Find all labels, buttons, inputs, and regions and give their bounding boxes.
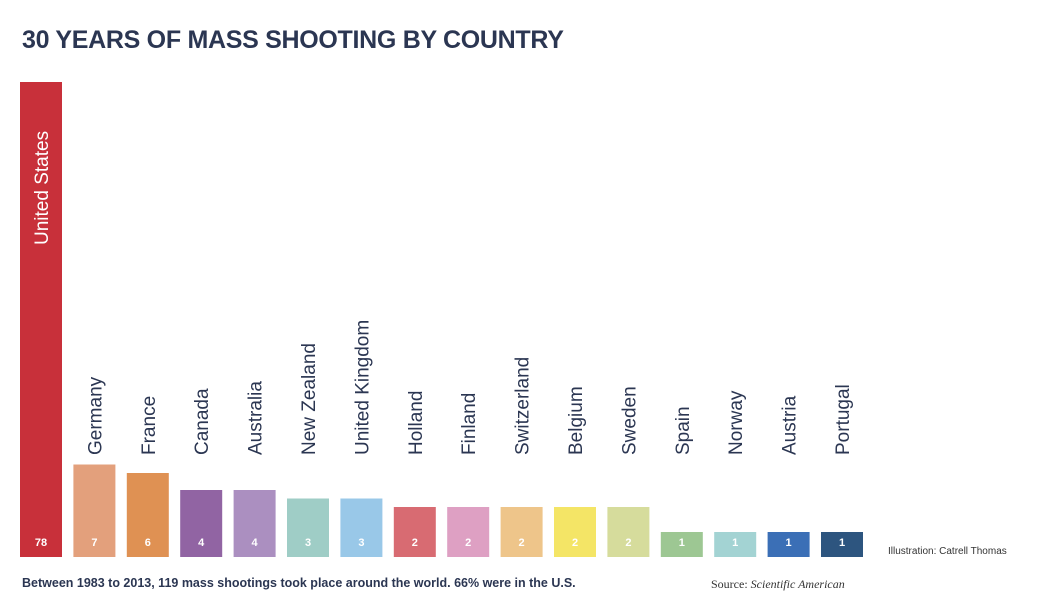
bar-canada — [180, 490, 223, 557]
source-name: Scientific American — [750, 577, 845, 591]
value-label: 4 — [252, 537, 259, 549]
source-label: Source: — [711, 577, 751, 591]
bar-holland — [393, 507, 436, 557]
category-label: United Kingdom — [352, 320, 373, 455]
bar-australia — [233, 490, 276, 557]
bar-finland — [447, 507, 490, 557]
value-label: 2 — [625, 537, 631, 549]
category-label: Finland — [459, 393, 480, 455]
value-label: 2 — [412, 537, 418, 549]
bar-united-kingdom — [340, 498, 383, 557]
value-label: 1 — [679, 537, 685, 549]
value-label: 2 — [572, 537, 578, 549]
category-label: Norway — [726, 390, 747, 455]
source-note: Source: Scientific American — [711, 577, 845, 592]
bar-belgium — [554, 507, 596, 557]
category-label: Portugal — [833, 384, 854, 455]
category-label: Switzerland — [513, 357, 534, 455]
category-label: United States — [32, 131, 53, 245]
category-label: Sweden — [619, 386, 640, 455]
category-label: Germany — [85, 376, 106, 455]
category-label: Austria — [780, 395, 801, 455]
illustration-credit: Illustration: Catrell Thomas — [888, 546, 1007, 557]
value-label: 7 — [91, 537, 97, 549]
value-label: 6 — [145, 537, 151, 549]
value-label: 1 — [839, 537, 845, 549]
bar-united-states — [20, 82, 62, 557]
bar-spain — [660, 532, 703, 557]
value-label: 3 — [305, 537, 311, 549]
value-label: 1 — [732, 537, 738, 549]
value-label: 4 — [198, 537, 205, 549]
value-label: 1 — [786, 537, 792, 549]
value-label: 2 — [519, 537, 525, 549]
bar-norway — [714, 532, 757, 557]
bar-austria — [767, 532, 810, 557]
bar-sweden — [607, 507, 650, 557]
value-label: 78 — [35, 537, 47, 549]
value-label: 3 — [358, 537, 364, 549]
category-label: New Zealand — [299, 343, 320, 455]
bar-portugal — [821, 532, 863, 557]
bar-germany — [73, 464, 116, 557]
bar-new-zealand — [287, 498, 329, 557]
value-label: 2 — [465, 537, 471, 549]
chart-title: 30 YEARS OF MASS SHOOTING BY COUNTRY — [22, 26, 564, 54]
category-label: Belgium — [566, 386, 587, 455]
bar-france — [126, 473, 169, 557]
category-label: Australia — [246, 381, 267, 455]
category-label: Spain — [673, 406, 694, 455]
category-label: Canada — [192, 388, 213, 455]
category-label: France — [139, 396, 160, 455]
chart-caption: Between 1983 to 2013, 119 mass shootings… — [22, 576, 576, 590]
bar-switzerland — [500, 507, 543, 557]
category-label: Holland — [406, 391, 427, 455]
